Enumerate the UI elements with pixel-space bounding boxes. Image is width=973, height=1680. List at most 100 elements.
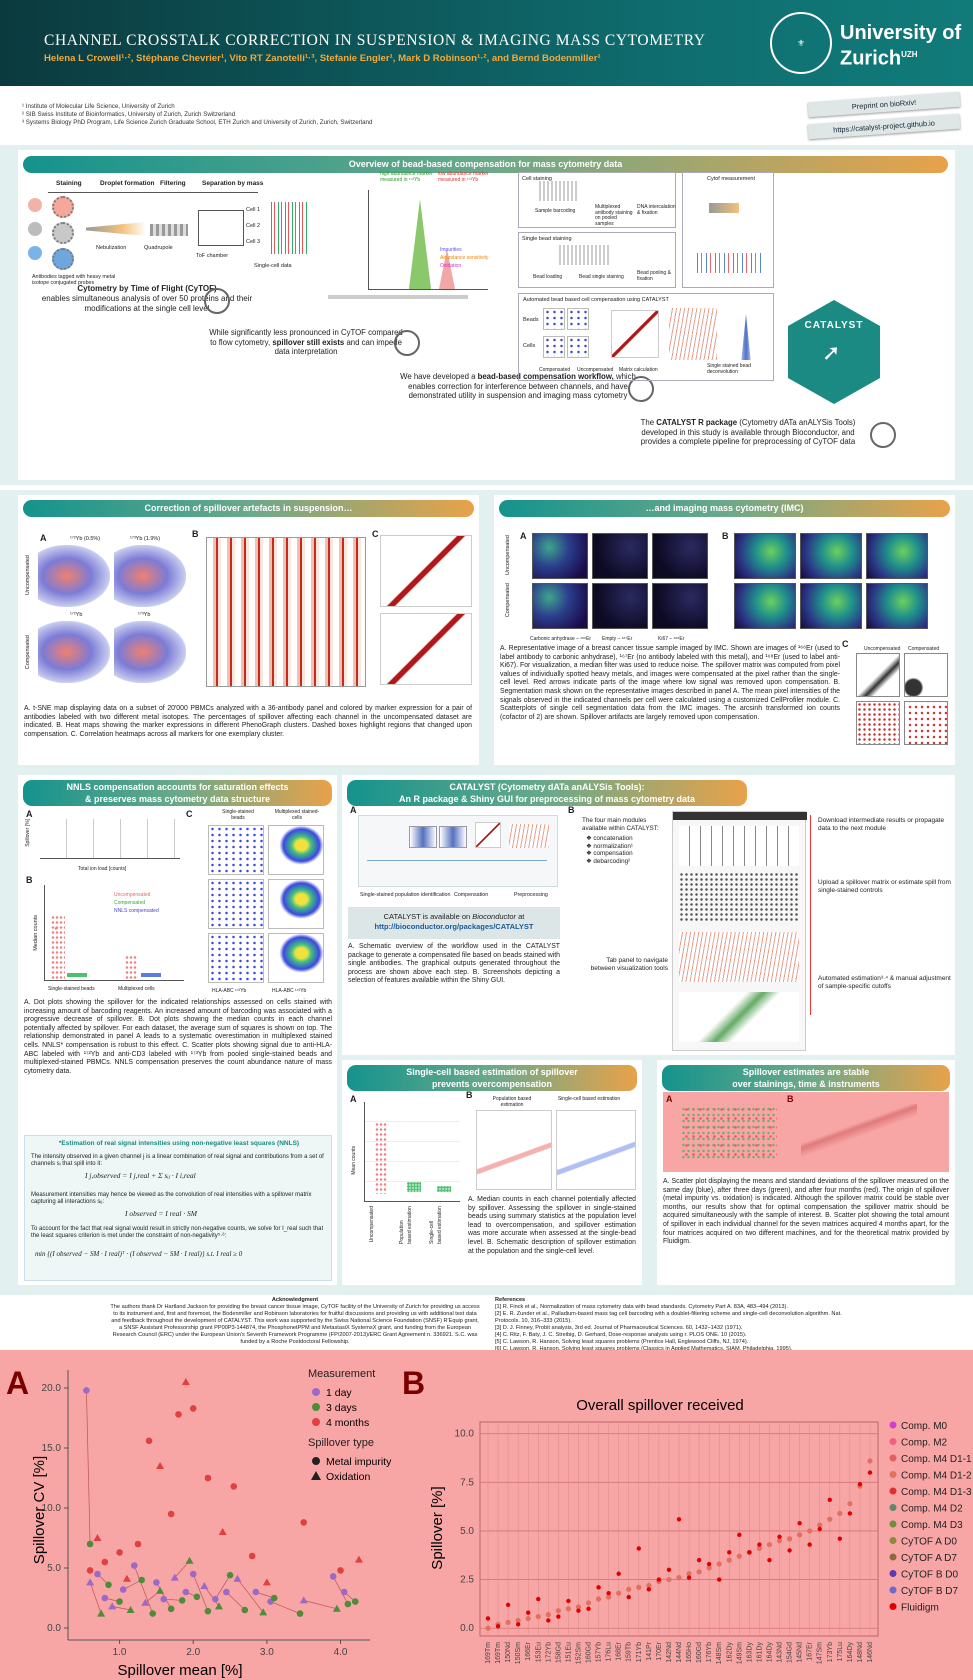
- channel-label: Empty – ¹⁶⁷Er: [602, 636, 633, 642]
- b-point-Comp-M4-D1-1: [575, 1604, 582, 1610]
- b-x-tick-label: 148Nd: [857, 1642, 864, 1663]
- b-point-Fluidigm: [546, 1618, 551, 1623]
- b-legend-item: CyTOF B D7: [901, 1586, 958, 1597]
- a-point-3-days: [259, 1608, 268, 1616]
- b-point-Fluidigm: [636, 1546, 641, 1551]
- b-legend-item: CyTOF A D0: [901, 1537, 957, 1548]
- b-point-Fluidigm: [626, 1594, 631, 1600]
- b-x-tick-label: 163Dy: [746, 1642, 753, 1663]
- b-point-Comp-M4-D1-1: [485, 1625, 491, 1631]
- single-cell-spectra: [268, 202, 308, 254]
- b-point-Fluidigm: [696, 1557, 702, 1563]
- a-point-4-months: [300, 1519, 308, 1526]
- b-x-tick-label: 167Er: [807, 1641, 814, 1660]
- b-ylabel: Spillover [%]: [429, 1486, 446, 1569]
- uncomp-label: Uncompensated: [505, 535, 511, 576]
- x-label: Uncompensated: [369, 1206, 375, 1243]
- comp-label: Compensated: [25, 635, 31, 670]
- a-point-1-day: [189, 1570, 197, 1578]
- segmentation-image: [734, 533, 796, 579]
- a-point-4-months: [262, 1578, 271, 1586]
- b-point-Fluidigm: [576, 1608, 581, 1613]
- b-point-Comp-M4-D1-1: [535, 1613, 541, 1620]
- b-point-Comp-M4-D1-1: [716, 1561, 722, 1567]
- step-droplet: Droplet formation: [100, 180, 155, 187]
- a-connector: [237, 1578, 264, 1613]
- a-point-3-days: [241, 1606, 249, 1614]
- a-point-4-months: [337, 1567, 344, 1574]
- b-y-tick-label: 10.0: [455, 1429, 475, 1440]
- single-cell-caption: A. Median counts in each channel potenti…: [468, 1196, 636, 1255]
- b-point-Fluidigm: [505, 1602, 511, 1608]
- acknowledgment: Acknowledgment The authors thank Dr Hartl…: [110, 1297, 480, 1345]
- singlecell-label: Single-cell data: [254, 263, 292, 269]
- b-x-tick-label: 171Yb: [636, 1642, 643, 1662]
- a-point-4-months: [145, 1437, 153, 1445]
- catalyst-caption: A. Schematic overview of the workflow us…: [348, 943, 560, 985]
- legend-swatch-oxidation: [311, 1471, 321, 1480]
- b-point-Comp-M4-D1-1: [766, 1541, 773, 1548]
- a-point-1-day: [252, 1588, 260, 1596]
- a-point-4-months: [248, 1552, 256, 1560]
- b-point-Comp-M4-D1-1: [525, 1615, 531, 1622]
- b-legend-item: Comp. M4 D3: [901, 1520, 963, 1531]
- b-legend-swatch: [889, 1421, 897, 1429]
- a-x-tick-label: 4.0: [334, 1647, 348, 1658]
- b-point-Fluidigm: [747, 1550, 752, 1555]
- workflow-step: Compensation: [454, 892, 489, 898]
- b-y-tick-label: 2.5: [460, 1575, 474, 1586]
- workflow-step: Single-stained population identification: [360, 892, 451, 898]
- a-point-1-day: [130, 1562, 138, 1569]
- a-connector: [226, 1591, 246, 1611]
- legend-nnls: NNLS compensated: [114, 908, 159, 914]
- b-legend-item: Comp. M2: [901, 1438, 948, 1449]
- step-staining: Staining: [56, 180, 82, 187]
- b-x-tick-label: 164Dy: [847, 1642, 854, 1663]
- suspension-caption: A. t-SNE map displaying data on a subset…: [24, 705, 472, 738]
- b-point-Comp-M4-D1-1: [797, 1532, 803, 1538]
- b-point-Fluidigm: [556, 1614, 561, 1619]
- b-point-Fluidigm: [757, 1542, 762, 1547]
- cluster-heatmap: [206, 537, 366, 687]
- stability-charts: A B 1.0 2.0 3.0 4.0 0.0 5.0 10.0 15.0 20.0 0.0 2.…: [6, 1365, 972, 1679]
- b-point-Fluidigm: [646, 1587, 652, 1592]
- a-point-1-day: [141, 1598, 150, 1606]
- a-connector: [332, 1576, 349, 1605]
- imc-image: [532, 583, 588, 629]
- b-legend-item: Fluidigm: [901, 1603, 939, 1614]
- modules-list: ❖ concatenation ❖ normalization¹ ❖ compe…: [586, 835, 633, 865]
- a-point-1-day: [83, 1387, 90, 1394]
- b-x-tick-label: 159Tb: [626, 1642, 633, 1662]
- b-x-tick-label: 158Gd: [555, 1642, 562, 1663]
- uncomp-label: Uncompensated: [25, 555, 31, 596]
- a-point-4-months: [122, 1574, 131, 1582]
- preprint-ribbon[interactable]: Preprint on bioRxiv!: [807, 91, 961, 118]
- project-url-ribbon[interactable]: https://catalyst-project.github.io: [807, 113, 961, 140]
- a-point-4-months: [230, 1483, 238, 1490]
- scatter-plot: [268, 879, 324, 929]
- availability-box: CATALYST is available on Bioconductor at…: [348, 907, 560, 939]
- a-point-1-day: [170, 1573, 179, 1581]
- b-point-Fluidigm: [787, 1548, 792, 1553]
- imc-scatter: [904, 701, 948, 745]
- b-point-Fluidigm: [777, 1534, 782, 1539]
- bioconductor-link[interactable]: http://bioconductor.org/packages/CATALYS…: [374, 922, 534, 931]
- legend-uncomp: Uncompensated: [114, 892, 151, 898]
- a-point-3-days: [185, 1556, 194, 1564]
- b-x-tick-label: 157Yb: [596, 1642, 603, 1662]
- a-x-tick-label: 1.0: [113, 1647, 127, 1658]
- b-point-Comp-M4-D1-1: [666, 1576, 672, 1583]
- panel-label-a: A: [40, 533, 47, 543]
- overview-title: Overview of bead-based compensation for …: [23, 156, 948, 173]
- a-point-1-day: [108, 1602, 117, 1610]
- b-x-tick-label: 173Yb: [827, 1642, 834, 1662]
- channel-label: Carbonic anhydrase – ¹⁶⁶Er: [530, 636, 592, 642]
- b-point-Fluidigm: [596, 1585, 601, 1590]
- b-point-Comp-M4-D1-1: [676, 1575, 682, 1581]
- b-y-tick-label: 7.5: [460, 1477, 474, 1488]
- b-legend-swatch: [889, 1586, 897, 1594]
- legend-comp: Compensated: [114, 900, 146, 906]
- b-title: Overall spillover received: [576, 1397, 744, 1414]
- tof-label: ToF chamber: [196, 253, 229, 259]
- b-point-Fluidigm: [586, 1606, 591, 1611]
